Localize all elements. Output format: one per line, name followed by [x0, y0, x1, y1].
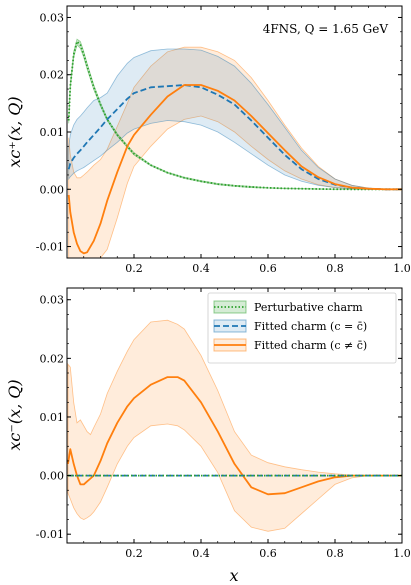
- legend-box: [207, 292, 397, 364]
- series-line-fitted-sym: [67, 84, 402, 191]
- y-tick-label: 0.00: [40, 470, 65, 483]
- x-tick-label: 0.8: [326, 262, 344, 275]
- y-tick-label: 0.01: [40, 126, 65, 139]
- x-tick-label: 0.6: [259, 547, 277, 560]
- series-line-fitted-asym: [67, 84, 402, 255]
- x-tick-label: 0.4: [192, 547, 210, 560]
- x-tick-label: 0.8: [326, 547, 344, 560]
- x-tick-label: 1.0: [393, 547, 411, 560]
- y-tick-label: 0.02: [40, 69, 65, 82]
- legend-entry-perturbative: Perturbative charm: [213, 300, 363, 314]
- legend-entry-fitted-asym: Fitted charm (c ≠ c̄): [213, 338, 367, 352]
- y-tick-label: -0.01: [36, 528, 64, 541]
- y-tick-label: -0.01: [36, 241, 64, 254]
- y-tick-label: 0.02: [40, 352, 65, 365]
- series-line-fitted-asym: [67, 376, 402, 496]
- legend-entry-fitted-sym: Fitted charm (c = c̄): [213, 319, 367, 333]
- bottom-panel: -0.01 0.00 0.01 0.02 0.03 0.2 0.4 0.6 0.8 1.0 xc⁻…: [5, 287, 411, 585]
- x-tick-label: 0.4: [192, 262, 210, 275]
- legend-label-perturbative: Perturbative charm: [254, 301, 363, 314]
- x-tick-label: 0.6: [259, 262, 277, 275]
- legend: Perturbative charm Fitted charm (c = c̄)…: [207, 292, 397, 364]
- y-tick-label: 0.03: [40, 294, 65, 307]
- legend-label-fitted-sym: Fitted charm (c = c̄): [254, 320, 367, 333]
- x-tick-label: 1.0: [393, 262, 411, 275]
- x-tick-label: 0.2: [125, 547, 143, 560]
- series-line-perturbative: [67, 40, 402, 191]
- x-tick-label: 0.2: [125, 262, 143, 275]
- y-tick-label: 0.03: [40, 11, 65, 24]
- y-tick-label: 0.00: [40, 183, 65, 196]
- top-annotation: 4FNS, Q = 1.65 GeV: [263, 22, 389, 36]
- y-tick-label: 0.01: [40, 411, 65, 424]
- top-ylabel: xc⁺(x, Q): [5, 96, 24, 167]
- bottom-ylabel: xc⁻(x, Q): [5, 379, 24, 450]
- top-panel: -0.01 0.00 0.01 0.02 0.03 0.2 0.4 0.6 0.8 1.0 4FN…: [5, 5, 411, 275]
- x-axis-label: x: [229, 566, 238, 585]
- legend-label-fitted-asym: Fitted charm (c ≠ c̄): [254, 339, 367, 352]
